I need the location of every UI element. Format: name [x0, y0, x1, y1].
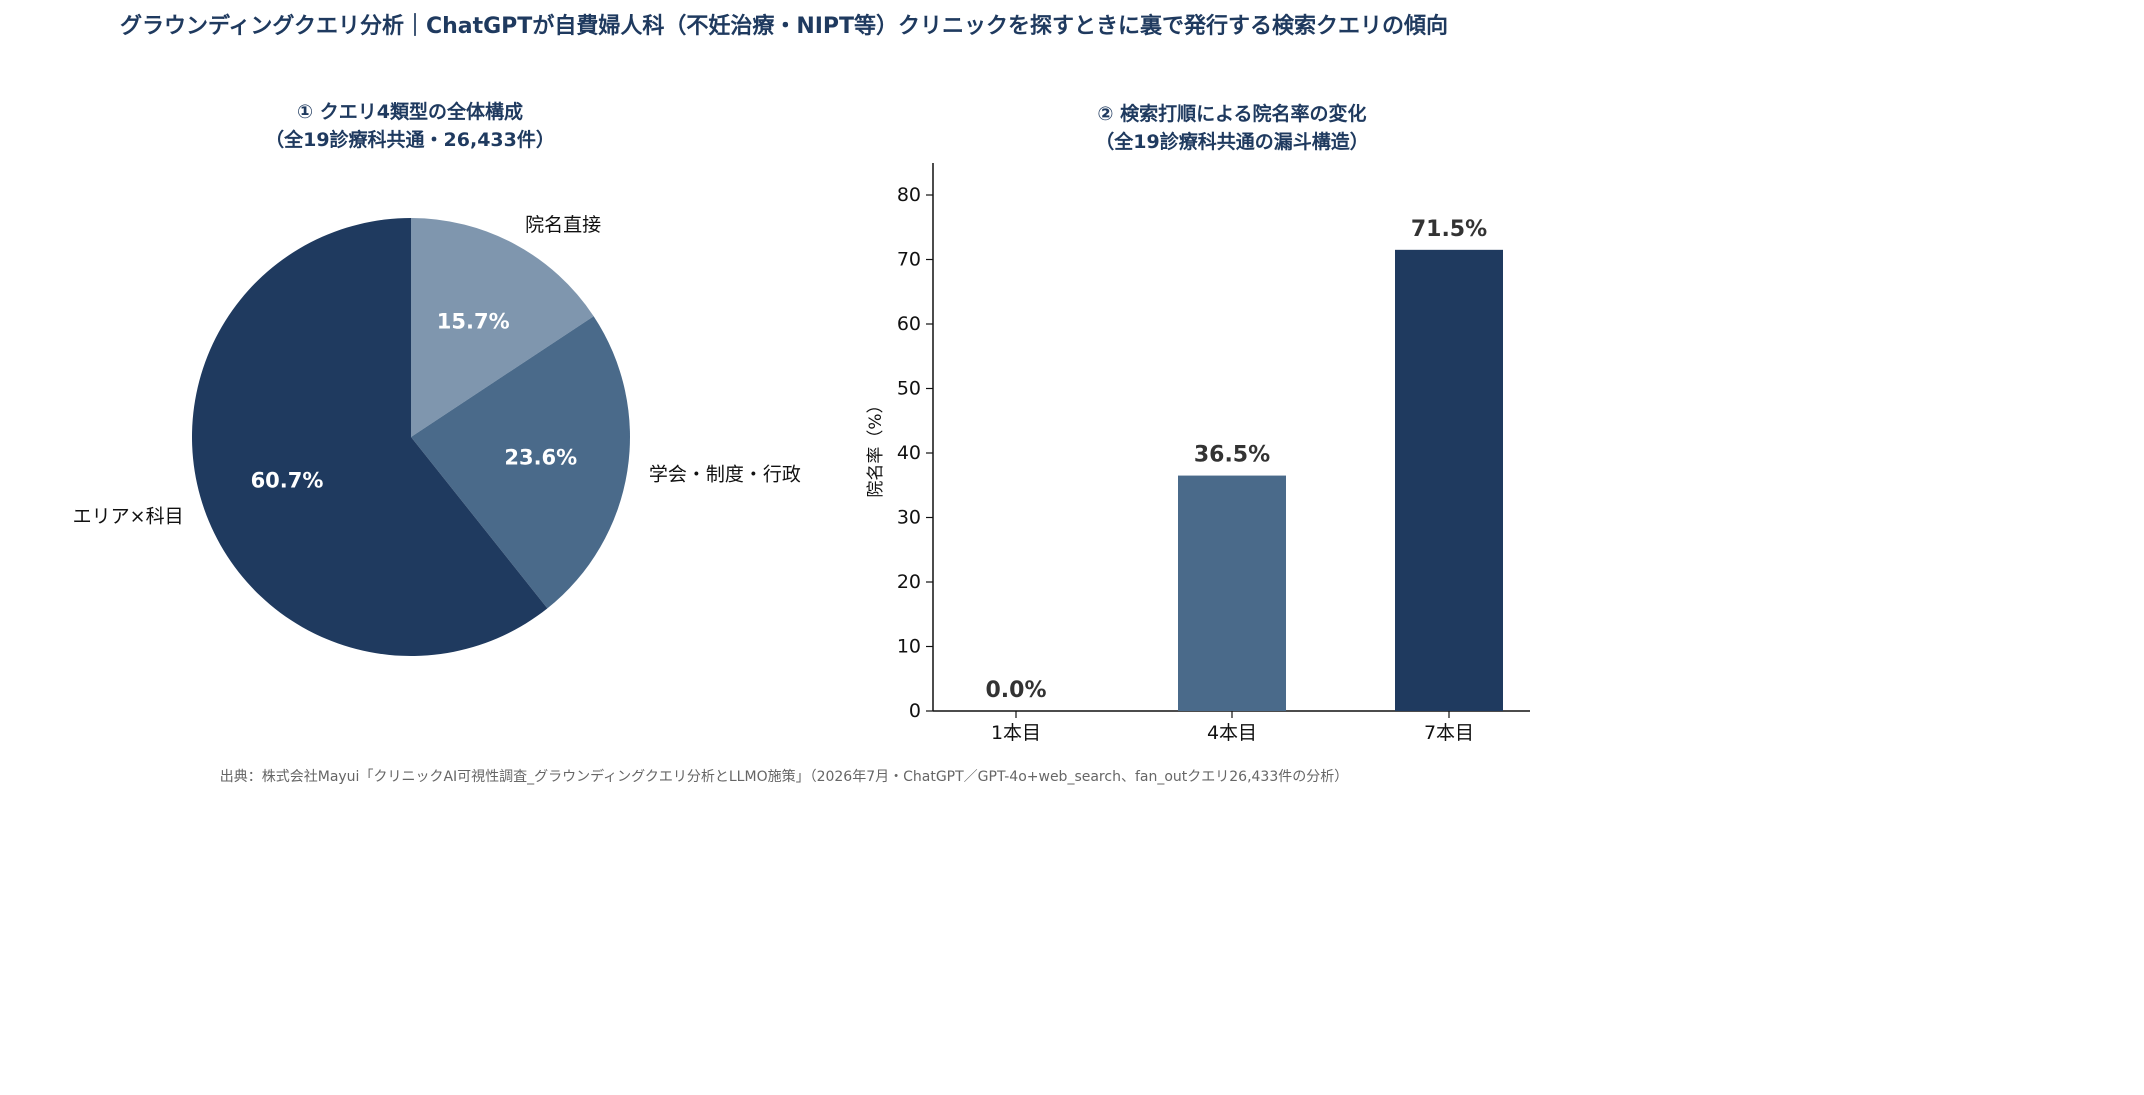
chart-canvas: 15.7% 院名直接 23.6% 学会・制度・行政 60.7% エリア×科目 0 10 20 30…	[73, 163, 1530, 744]
y-tick-label: 10	[897, 636, 921, 658]
y-tick-label: 0	[909, 700, 921, 722]
bar-value-label: 0.0%	[985, 678, 1046, 703]
pie-value-label: 23.6%	[504, 446, 577, 470]
bar-title-line2: （全19診療科共通の漏斗構造）	[1095, 131, 1369, 153]
pie-slice	[411, 218, 594, 437]
pie-chart-title: ① クエリ4類型の全体構成 （全19診療科共通・26,433件）	[160, 98, 660, 154]
y-tick-label: 60	[897, 313, 921, 335]
pie-category-label: 学会・制度・行政	[649, 464, 801, 486]
bar	[1178, 475, 1286, 711]
x-tick-label: 4本目	[1207, 722, 1257, 744]
pie-slice	[191, 218, 548, 656]
x-tick-label: 7本目	[1424, 722, 1474, 744]
y-tick-label: 80	[897, 184, 921, 206]
y-axis-label: 院名率（%）	[866, 396, 886, 497]
pie-value-label: 15.7%	[437, 309, 510, 333]
pie-title-line1: ① クエリ4類型の全体構成	[297, 101, 523, 123]
bar-chart-title: ② 検索打順による院名率の変化 （全19診療科共通の漏斗構造）	[982, 100, 1482, 156]
x-tick-label: 1本目	[991, 722, 1041, 744]
pie-category-label: 院名直接	[525, 214, 601, 236]
y-tick-label: 50	[897, 378, 921, 400]
bar-title-line1: ② 検索打順による院名率の変化	[1097, 103, 1367, 125]
y-tick-label: 20	[897, 571, 921, 593]
y-tick-label: 40	[897, 442, 921, 464]
pie-title-line2: （全19診療科共通・26,433件）	[265, 129, 555, 151]
bar-value-label: 71.5%	[1411, 217, 1487, 242]
source-note: 出典：株式会社Mayui「クリニックAI可視性調査_グラウンディングクエリ分析と…	[219, 769, 1349, 785]
pie-value-label: 60.7%	[251, 468, 324, 492]
pie-category-label: エリア×科目	[73, 506, 184, 528]
pie-slice	[411, 316, 630, 609]
y-tick-label: 70	[897, 249, 921, 271]
page-title: グラウンディングクエリ分析｜ChatGPTが自費婦人科（不妊治療・NIPT等）ク…	[119, 14, 1449, 39]
bar-value-label: 36.5%	[1194, 443, 1270, 468]
bar	[1395, 249, 1503, 711]
y-tick-label: 30	[897, 507, 921, 529]
